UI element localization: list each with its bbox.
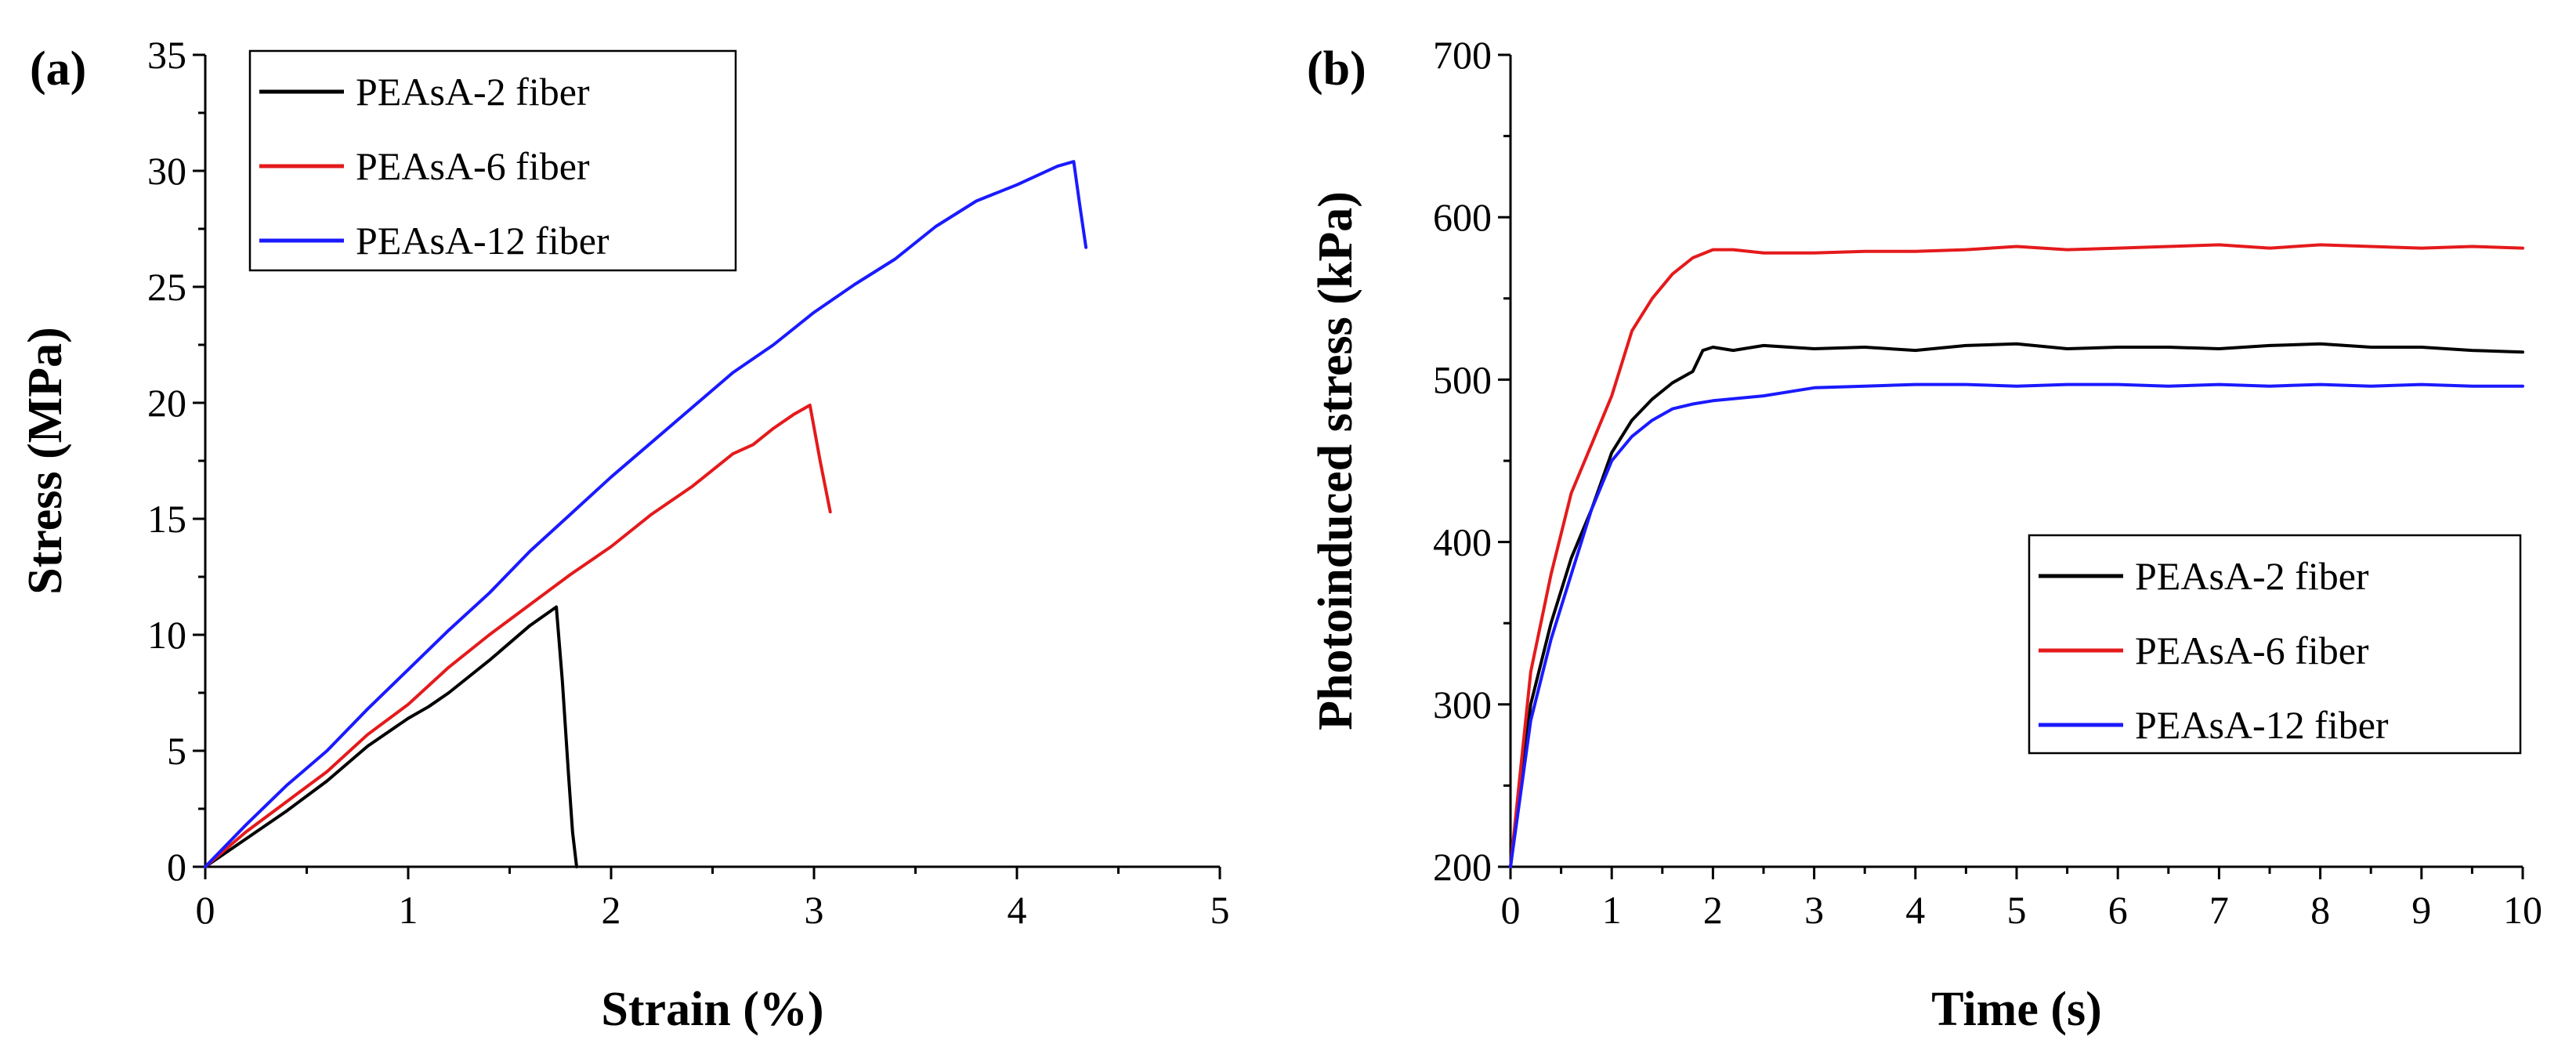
x-tick-label: 0: [1501, 888, 1521, 932]
x-tick-label: 3: [805, 888, 824, 932]
y-axis-title: Stress (MPa): [19, 327, 72, 594]
y-tick-label: 25: [147, 265, 186, 309]
y-tick-label: 15: [147, 497, 186, 541]
x-tick-label: 4: [1905, 888, 1925, 932]
panel-b: 0 1 2 3 4 5 6 7 8 9 10 200 300 400 500 600 700 Time (s) Ph…: [1307, 33, 2542, 1036]
legend: PEAsA-2 fiber PEAsA-6 fiber PEAsA-12 fiber: [248, 49, 737, 272]
legend-label-3: PEAsA-12 fiber: [356, 219, 610, 263]
legend-label-2: PEAsA-6 fiber: [356, 144, 590, 188]
x-axis-title: Strain (%): [601, 983, 823, 1036]
x-tick-label: 2: [1703, 888, 1723, 932]
series-line-2: [204, 404, 832, 868]
legend-label-1: PEAsA-2 fiber: [2135, 554, 2369, 598]
panel-label: (b): [1307, 42, 1366, 96]
y-tick-label: 600: [1433, 195, 1492, 239]
panel-label: (a): [30, 42, 86, 96]
x-tick-label: 4: [1008, 888, 1027, 932]
legend-box: [248, 49, 737, 272]
x-tick-label: 3: [1804, 888, 1824, 932]
series-line-3: [1509, 382, 2524, 868]
x-tick-label: 0: [196, 888, 215, 932]
x-tick-label: 9: [2411, 888, 2431, 932]
x-tick-label: 7: [2209, 888, 2229, 932]
series-line-1: [1509, 342, 2524, 868]
y-tick-label: 400: [1433, 520, 1492, 564]
x-axis-title: Time (s): [1931, 983, 2102, 1036]
x-tick-label: 1: [399, 888, 418, 932]
panel-a: 0 1 2 3 4 5 0 5 10 15 20 25 30 35 Strain (%) Stress (MP…: [19, 33, 1230, 1036]
y-tick-label: 20: [147, 381, 186, 425]
legend-label-1: PEAsA-2 fiber: [356, 70, 590, 114]
y-tick-label: 200: [1433, 845, 1492, 889]
x-tick-label: 1: [1602, 888, 1622, 932]
y-tick-label: 30: [147, 149, 186, 193]
y-tick-label: 5: [167, 729, 186, 773]
y-tick-label: 300: [1433, 683, 1492, 726]
series-line-1: [204, 605, 578, 868]
y-axis-title: Photoinduced stress (kPa): [1309, 191, 1362, 730]
legend-box: [2028, 534, 2522, 755]
x-tick-label: 5: [2007, 888, 2027, 932]
series-line-2: [1509, 243, 2524, 868]
y-tick-label: 700: [1433, 33, 1492, 77]
x-tick-label: 10: [2503, 888, 2542, 932]
y-tick-label: 10: [147, 613, 186, 657]
series-line-3: [204, 160, 1088, 868]
x-tick-label: 5: [1210, 888, 1230, 932]
x-tick-label: 8: [2310, 888, 2330, 932]
legend: PEAsA-2 fiber PEAsA-6 fiber PEAsA-12 fiber: [2028, 534, 2522, 755]
legend-label-3: PEAsA-12 fiber: [2135, 703, 2389, 747]
y-tick-label: 0: [167, 845, 186, 889]
x-tick-label: 2: [602, 888, 621, 932]
x-tick-label: 6: [2108, 888, 2128, 932]
legend-label-2: PEAsA-6 fiber: [2135, 629, 2369, 672]
y-tick-label: 35: [147, 33, 186, 77]
y-tick-label: 500: [1433, 357, 1492, 401]
